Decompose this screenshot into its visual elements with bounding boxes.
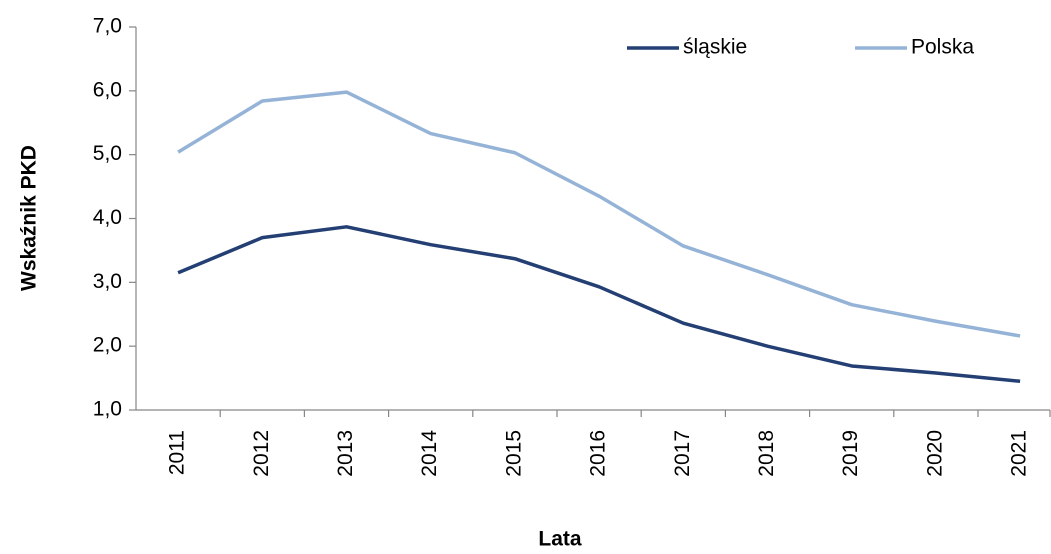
legend-label: Polska: [911, 36, 974, 59]
legend-label: śląskie: [683, 36, 747, 59]
x-tick-label: 2013: [334, 430, 357, 477]
x-tick-label: 2018: [755, 430, 778, 477]
x-tick-label: 2016: [587, 430, 610, 477]
y-tick-label: 7,0: [93, 15, 122, 38]
y-tick-label: 5,0: [93, 142, 122, 165]
x-tick-label: 2020: [923, 430, 946, 477]
y-tick-label: 1,0: [93, 398, 122, 421]
line-series: [177, 225, 1021, 384]
line-series: [177, 90, 1021, 338]
x-tick-label: 2017: [671, 430, 694, 477]
x-tick-label: 2021: [1008, 430, 1031, 477]
x-tick-label: 2019: [839, 430, 862, 477]
x-tick-label: 2015: [502, 430, 525, 477]
x-tick-label: 2012: [250, 430, 273, 477]
x-tick-label: 2011: [166, 430, 189, 475]
y-tick-label: 3,0: [93, 270, 122, 293]
y-tick-label: 6,0: [93, 78, 122, 101]
x-tick-label: 2014: [418, 430, 441, 477]
y-tick-label: 4,0: [93, 206, 122, 229]
y-axis-label: Wskaźnik PKD: [18, 145, 41, 291]
y-tick-label: 2,0: [93, 334, 122, 357]
x-axis-label: Lata: [538, 528, 582, 551]
